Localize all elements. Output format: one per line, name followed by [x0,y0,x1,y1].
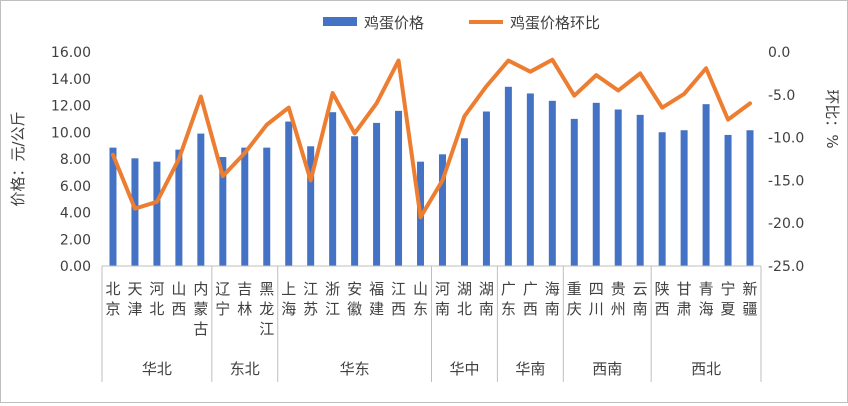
bar-series [109,86,754,267]
bar [614,109,622,266]
category-label: 天津 [127,280,142,318]
category-label: 陕西 [655,280,670,318]
bar [548,100,556,266]
category-label: 江西 [391,280,406,318]
bar [658,132,666,266]
y2-tick-label: -5.0 [768,88,795,104]
category-label: 河北 [149,280,164,318]
bar [263,147,271,266]
bar [351,136,359,266]
bar [395,110,403,266]
category-label: 吉林 [237,280,252,318]
category-label: 浙江 [325,280,340,318]
category-label: 山东 [413,280,428,318]
category-label: 湖南 [479,280,494,318]
bar [219,156,227,266]
y-axis-label: 价格：元/公斤 [9,111,27,206]
category-label: 青海 [699,280,714,318]
category-label: 内蒙古 [193,280,208,338]
bar [636,114,644,266]
bar [592,102,600,266]
bar [482,111,490,267]
legend-bar-label: 鸡蛋价格 [364,14,424,32]
group-label: 华南 [515,360,545,378]
bar [329,112,337,266]
category-label: 甘肃 [677,280,692,318]
group-label: 西南 [592,360,622,378]
bar [746,130,754,266]
group-label: 华北 [142,360,172,378]
group-label: 华中 [449,360,479,378]
category-label: 山西 [171,280,186,318]
bar [197,133,205,266]
bar [241,147,249,266]
group-labels: 华北 东北 华东 华中 华南 西南 西北 [142,360,721,378]
bar [438,154,446,266]
bar [109,147,117,266]
category-label: 海南 [545,280,560,318]
bar [724,134,732,266]
group-label: 东北 [230,360,260,378]
legend-bar-swatch [323,17,357,26]
bar [153,161,161,266]
category-label: 江苏 [303,280,318,318]
category-label: 四川 [589,280,604,318]
category-label: 新疆 [743,280,758,318]
category-labels: 北京天津河北山西内蒙古辽宁吉林黑龙江上海江苏浙江安徽福建江西山东河南湖北湖南广东… [105,280,757,338]
category-label: 北京 [105,280,120,318]
y-tick-label: 10.00 [51,125,91,141]
category-label: 黑龙江 [259,280,274,338]
bar [373,122,381,266]
category-label: 云南 [633,280,648,318]
category-label: 上海 [281,280,296,318]
y2-axis-label: 环比：% [823,89,841,148]
group-label: 西北 [691,360,721,378]
axes [101,265,762,382]
category-label: 广西 [523,280,538,318]
bar [526,93,534,267]
y2-tick-label: 0.0 [768,45,790,61]
y2-tick-label: -25.0 [768,259,804,275]
category-label: 辽宁 [215,280,230,318]
y-axis-ticks: 0.00 2.00 4.00 6.00 8.00 10.00 12.00 14.00 16.00 [51,45,91,275]
bar [175,149,183,266]
bar [307,146,315,266]
category-label: 广东 [501,280,516,318]
y2-tick-label: -20.0 [768,216,804,232]
category-label: 宁夏 [721,280,736,318]
y-tick-label: 6.00 [60,179,91,195]
line-series [110,57,753,220]
group-label: 华东 [340,360,370,378]
bar [702,104,710,266]
category-label: 福建 [369,280,384,318]
bar [460,138,468,266]
y-tick-label: 4.00 [60,206,91,222]
bar [680,130,688,266]
category-label: 贵州 [611,280,626,318]
legend: 鸡蛋价格 鸡蛋价格环比 [323,14,600,32]
y-tick-label: 12.00 [51,99,91,115]
category-label: 重庆 [567,280,582,318]
y-tick-label: 16.00 [51,45,91,61]
y2-axis-ticks: 0.0 -5.0 -10.0 -15.0 -20.0 -25.0 [768,45,804,275]
bar [285,121,293,266]
legend-line-label: 鸡蛋价格环比 [510,14,600,32]
y2-tick-label: -15.0 [768,173,804,189]
y-tick-label: 2.00 [60,232,91,248]
y-tick-label: 8.00 [60,152,91,168]
bar [570,118,578,267]
y-tick-label: 14.00 [51,72,91,88]
category-label: 湖北 [457,280,472,318]
category-label: 安徽 [347,280,362,318]
bar [131,158,139,266]
bar [504,86,512,266]
category-label: 河南 [435,280,450,318]
y-tick-label: 0.00 [60,259,91,275]
y2-tick-label: -10.0 [768,131,804,147]
